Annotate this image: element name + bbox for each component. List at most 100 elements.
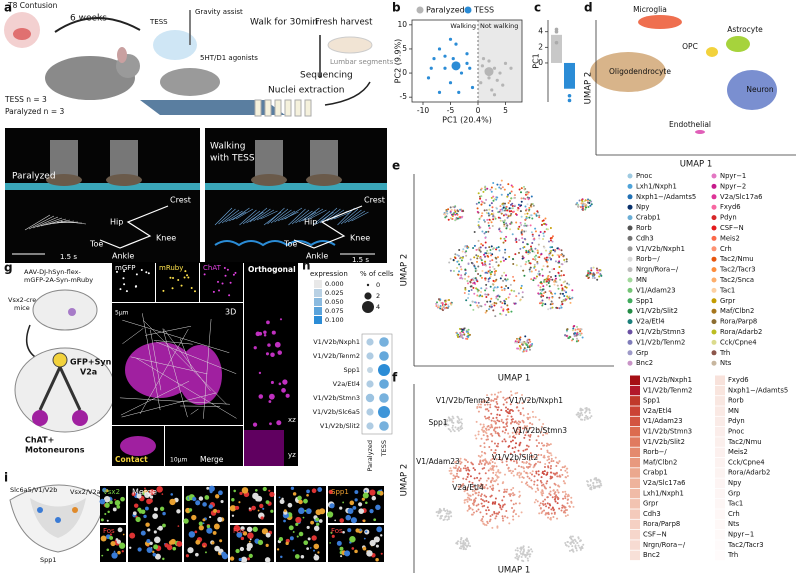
cell-dot [492, 466, 494, 468]
cell-dot [518, 420, 520, 422]
tube [255, 100, 261, 116]
cell-dot [439, 307, 441, 309]
legend-label: Paralyzed [426, 6, 465, 15]
cell-dot [460, 468, 462, 470]
signal [230, 556, 234, 560]
signal [308, 537, 311, 540]
cell-dot [550, 494, 552, 496]
label: Not walking [480, 22, 518, 30]
cell-dot [597, 485, 599, 487]
cell-dot [509, 192, 511, 194]
cell-dot [476, 406, 478, 408]
list-label: Crabp1 [643, 469, 668, 477]
cell-dot [519, 349, 521, 351]
cell-dot [510, 213, 512, 215]
cell-dot [485, 472, 487, 474]
heat-swatch [630, 437, 640, 447]
cell-dot [497, 295, 499, 297]
label: PC1 [532, 53, 541, 69]
cell-dot [520, 204, 522, 206]
cluster-label: Neuron [746, 85, 773, 94]
cell-dot [478, 221, 480, 223]
cell-dot [520, 224, 522, 226]
label: xz [288, 416, 296, 424]
cell-dot [466, 538, 468, 540]
cluster-label: Microglia [633, 5, 667, 14]
cell-dot [472, 287, 474, 289]
cell-dot [551, 307, 553, 309]
cell-dot [488, 246, 490, 248]
cell-dot [539, 505, 541, 507]
cell-dot [529, 341, 531, 343]
dot [379, 393, 389, 403]
cell-dot [451, 218, 453, 220]
cell-dot [462, 248, 464, 250]
label: 10μm [170, 457, 187, 464]
signal [100, 499, 106, 505]
cell-dot [486, 250, 488, 252]
cell-dot [498, 264, 500, 266]
cell-dot [468, 470, 470, 472]
dot [366, 422, 373, 429]
cell-dot [505, 208, 507, 210]
cell-dot [463, 327, 465, 329]
cell-dot [546, 480, 548, 482]
legend-marker [628, 257, 633, 262]
list-label: Crh [728, 510, 740, 518]
cluster-blob [706, 47, 718, 57]
cell-dot [522, 255, 524, 257]
cell-dot [563, 259, 565, 261]
list-label: V2a/Etl4 [643, 407, 672, 415]
signal [349, 536, 355, 542]
panel-label: f [392, 371, 398, 385]
cell-dot [566, 330, 568, 332]
cell-dot [581, 208, 583, 210]
cell-dot [502, 397, 504, 399]
cell-dot [457, 540, 459, 542]
cell-dot [501, 508, 503, 510]
cell-dot [560, 510, 562, 512]
cell-dot [512, 439, 514, 441]
cell-dot [450, 473, 452, 475]
cell-dot [520, 191, 522, 193]
signal [126, 290, 128, 292]
signal [183, 518, 188, 523]
signal [107, 511, 109, 513]
cell-dot [495, 515, 497, 517]
signal [364, 538, 366, 540]
cell-dot [494, 405, 496, 407]
cell-dot [573, 325, 575, 327]
cell-dot [549, 518, 551, 520]
signal [164, 543, 168, 547]
cell-dot [513, 211, 515, 213]
signal [246, 547, 250, 551]
cell-dot [506, 464, 508, 466]
cell-dot [564, 491, 566, 493]
signal [350, 501, 355, 506]
signal [154, 547, 157, 550]
cell-dot [542, 285, 544, 287]
cell-dot [438, 512, 440, 514]
signal [162, 524, 166, 528]
cell-dot [544, 303, 546, 305]
cell-dot [491, 271, 493, 273]
cell-dot [553, 509, 555, 511]
signal [332, 535, 335, 538]
legend-label: V1/V2b/Tenm2 [636, 338, 685, 346]
cell-dot [544, 499, 546, 501]
dot [366, 408, 373, 415]
spinal-cord [33, 290, 97, 330]
cell-dot [521, 511, 523, 513]
cell-dot [481, 503, 483, 505]
cell-dot [486, 188, 488, 190]
cell-dot [484, 277, 486, 279]
cluster-annotation: V2a/Etl4 [452, 483, 484, 492]
cell-dot [554, 512, 556, 514]
cell-dot [550, 276, 552, 278]
cell-dot [527, 560, 529, 562]
cell-dot [475, 492, 477, 494]
cell-dot [512, 519, 514, 521]
cell-dot [505, 407, 507, 409]
signal [253, 423, 257, 427]
